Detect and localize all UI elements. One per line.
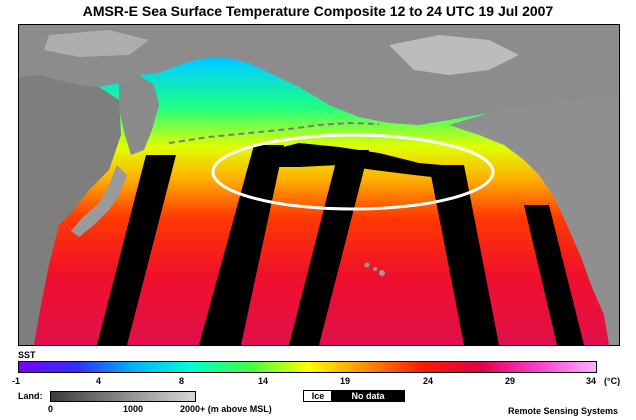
- land-asia: [19, 75, 121, 345]
- no-data-swath-2: [199, 145, 284, 345]
- sst-tick-label: 14: [258, 376, 269, 386]
- credit-text: Remote Sensing Systems: [508, 406, 619, 416]
- land-highlight-siberia: [44, 30, 149, 57]
- sst-tick-label: 19: [340, 376, 351, 386]
- hawaiian-islands: [364, 262, 385, 276]
- no-data-swath-1: [97, 155, 176, 345]
- no-data-swath-4: [429, 165, 499, 345]
- no-data-swath-3: [289, 150, 369, 345]
- land-kamchatka: [119, 75, 159, 155]
- no-data-legend-box: No data: [331, 390, 405, 402]
- aleutian-islands: [168, 121, 380, 144]
- map-title: AMSR-E Sea Surface Temperature Composite…: [82, 3, 554, 19]
- ice-legend-box: Ice: [303, 390, 333, 402]
- highlight-ellipse: [211, 133, 495, 211]
- sst-map: [18, 24, 620, 346]
- sst-colorbar: [18, 361, 597, 373]
- land-tick-label: 0: [48, 404, 54, 414]
- sst-unit-label: (°C): [604, 376, 621, 386]
- sst-tick-label: 34: [586, 376, 597, 386]
- sst-tick-label: -1: [12, 376, 21, 386]
- no-data-swath-5: [524, 205, 584, 345]
- land-highlight-alaska: [389, 35, 519, 75]
- sst-tick-label: 29: [505, 376, 516, 386]
- sst-tick-label: 4: [96, 376, 102, 386]
- land-japan: [71, 165, 127, 237]
- land-tick-label: 1000: [123, 404, 144, 414]
- sst-tick-label: 24: [423, 376, 434, 386]
- sst-legend-label: SST: [18, 350, 36, 360]
- no-data-aleutian-band: [259, 143, 464, 180]
- sst-tick-label: 8: [179, 376, 185, 386]
- sst-map-canvas: [19, 25, 619, 345]
- land-legend-label: Land:: [18, 391, 43, 401]
- land-tick-label: 2000+ (m above MSL): [180, 404, 272, 414]
- land-elevation-bar: [50, 391, 196, 402]
- land-north-america: [449, 95, 619, 345]
